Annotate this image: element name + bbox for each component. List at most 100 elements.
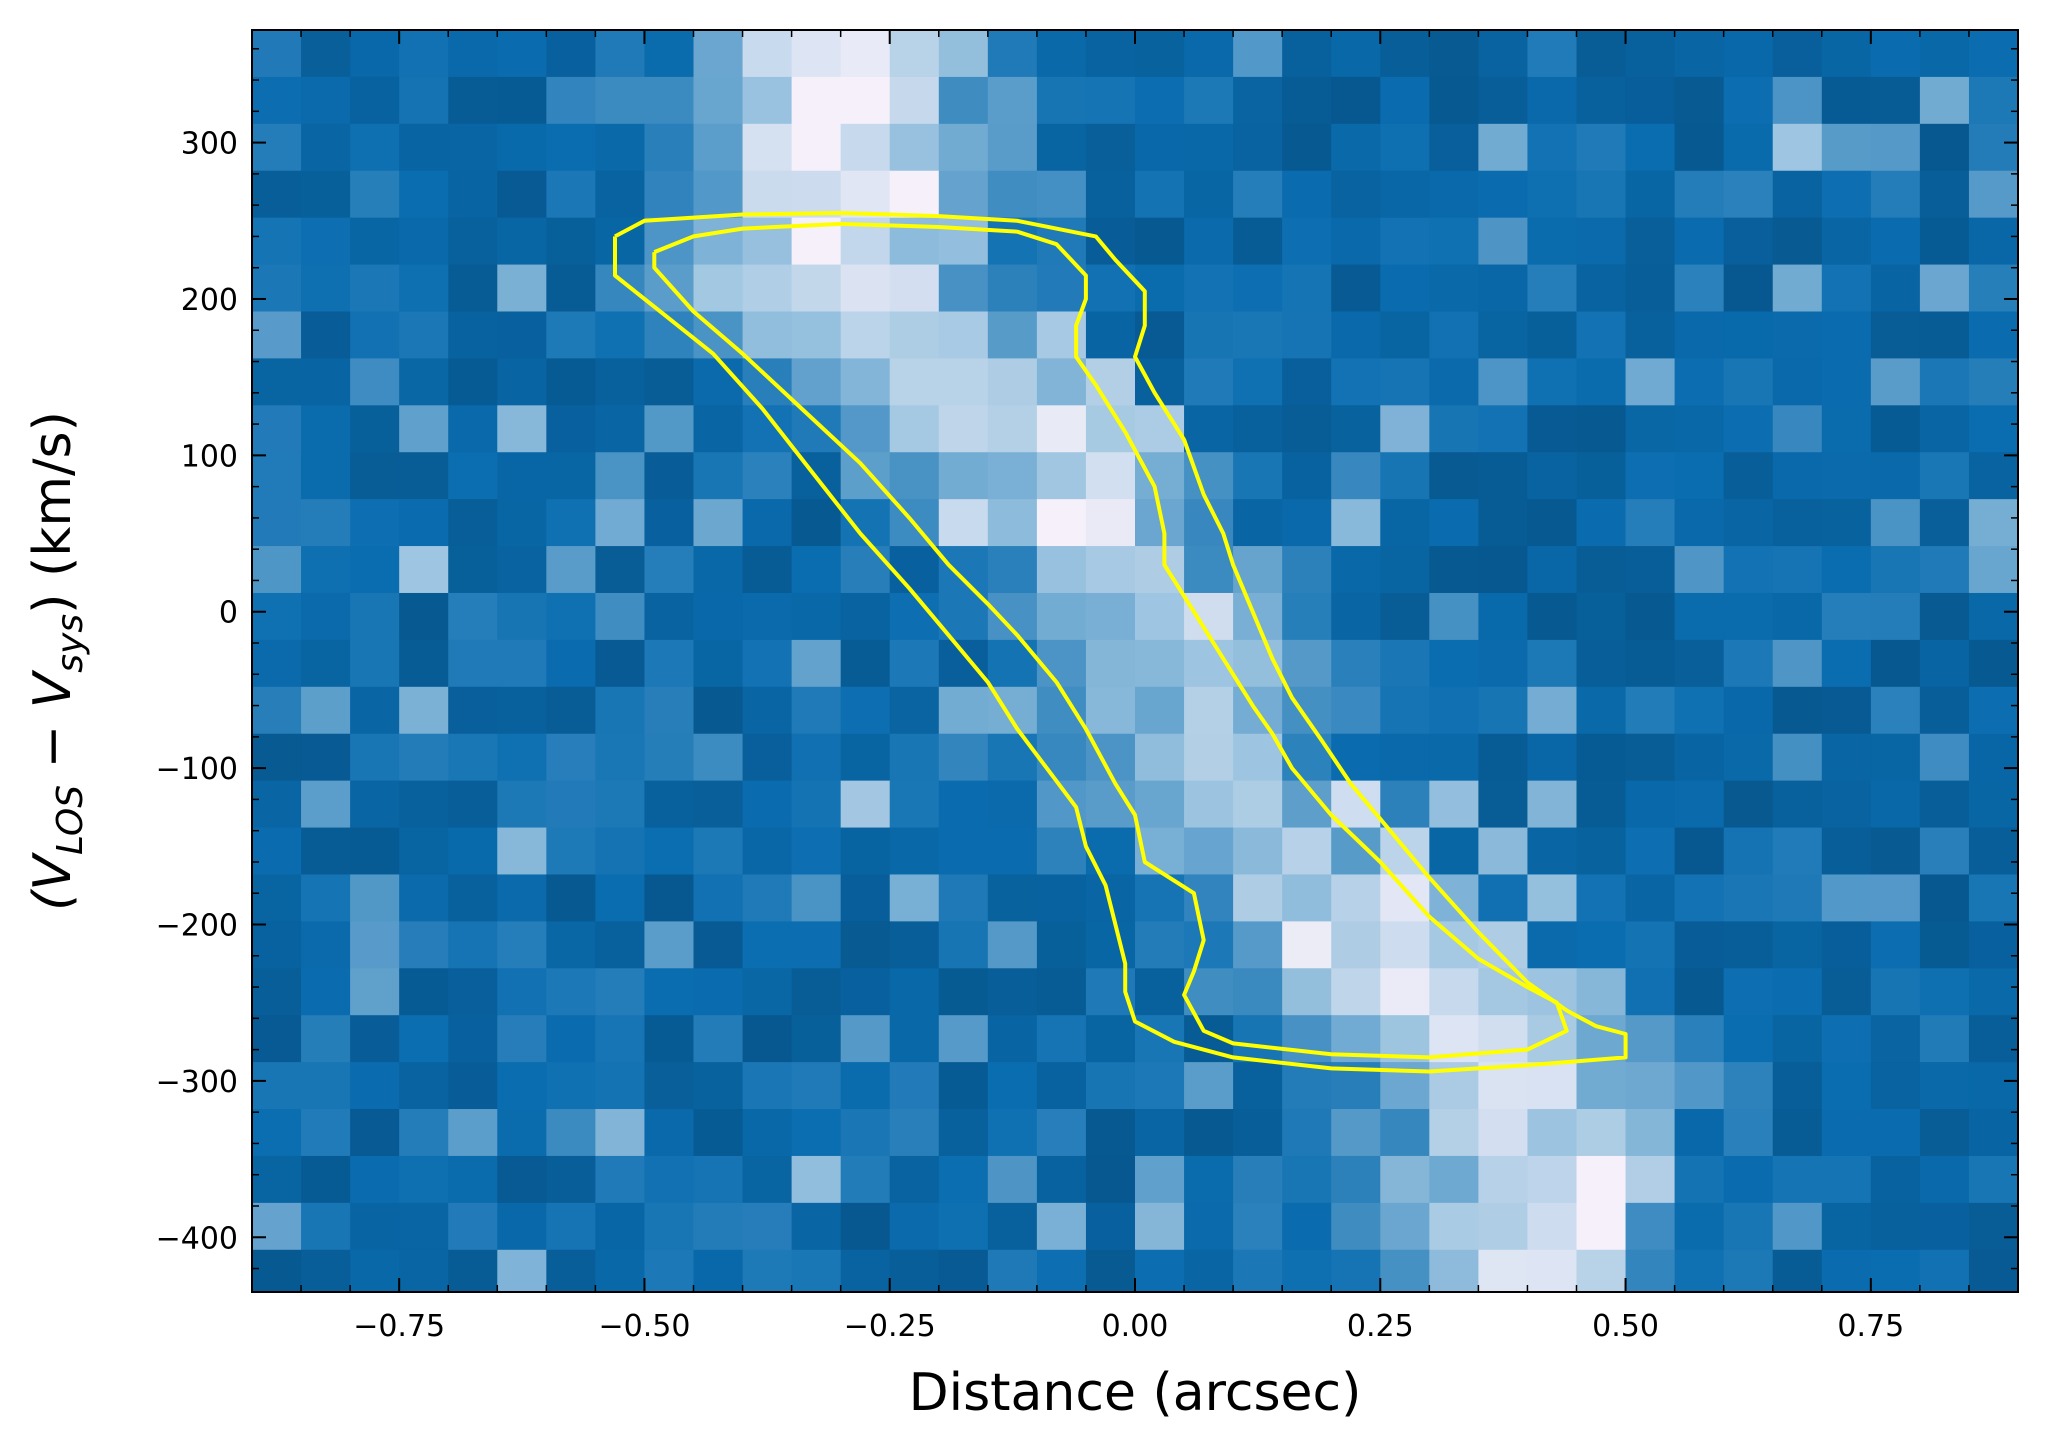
heatmap-cell xyxy=(791,780,842,829)
heatmap-cell xyxy=(1036,592,1087,641)
heatmap-cell xyxy=(399,452,449,500)
heatmap-cell xyxy=(1625,76,1676,125)
heatmap-cell xyxy=(1968,123,2019,172)
heatmap-cell xyxy=(1527,30,1578,78)
heatmap-cell xyxy=(1625,827,1676,876)
heatmap-cell xyxy=(1135,1202,1185,1251)
heatmap-cell xyxy=(546,1062,596,1110)
heatmap-cell xyxy=(840,30,891,78)
heatmap-cell xyxy=(595,311,646,359)
heatmap-cell xyxy=(546,1015,596,1063)
heatmap-cell xyxy=(1135,921,1185,969)
heatmap-cell xyxy=(742,686,793,735)
heatmap-cell xyxy=(938,1015,989,1063)
heatmap-cell xyxy=(399,592,449,641)
heatmap-cell xyxy=(889,1202,940,1251)
heatmap-cell xyxy=(1036,1249,1087,1293)
heatmap-cell xyxy=(1184,1062,1234,1110)
heatmap-cell xyxy=(889,733,940,782)
heatmap-cell xyxy=(644,921,695,969)
heatmap-cell xyxy=(1870,217,1921,266)
heatmap-cell xyxy=(301,217,351,266)
heatmap-cell xyxy=(595,733,646,782)
heatmap-cell xyxy=(1870,76,1921,125)
heatmap-cell xyxy=(1625,639,1676,688)
heatmap-cell xyxy=(1968,1109,2019,1157)
heatmap-cell xyxy=(350,686,400,735)
heatmap-cell xyxy=(1085,546,1136,594)
heatmap-cell xyxy=(1870,639,1921,688)
heatmap-cell xyxy=(1625,686,1676,735)
heatmap-cell xyxy=(1085,499,1136,547)
heatmap-cell xyxy=(1478,733,1529,782)
heatmap-cell xyxy=(1527,499,1578,547)
heatmap-cell xyxy=(791,1062,842,1110)
heatmap-cell xyxy=(644,170,695,219)
heatmap-cell xyxy=(742,546,793,594)
heatmap-cell xyxy=(1036,686,1087,735)
heatmap-cell xyxy=(1919,1015,1970,1063)
heatmap-cell xyxy=(1184,827,1234,876)
heatmap-cell xyxy=(742,1109,793,1157)
heatmap-cell xyxy=(644,546,695,594)
heatmap-cell xyxy=(399,405,449,453)
heatmap-cell xyxy=(497,405,547,453)
heatmap-cell xyxy=(1036,170,1087,219)
heatmap-cell xyxy=(448,1249,498,1293)
heatmap-cell xyxy=(1036,1015,1087,1063)
heatmap-cell xyxy=(938,358,989,406)
heatmap-cell xyxy=(1380,264,1430,313)
heatmap-cell xyxy=(840,874,891,922)
heatmap-cell xyxy=(448,1109,498,1157)
heatmap-cell xyxy=(1772,639,1823,688)
heatmap-cell xyxy=(889,264,940,313)
heatmap-cell xyxy=(1576,311,1627,359)
heatmap-cell xyxy=(1919,217,1970,266)
heatmap-cell xyxy=(742,452,793,500)
heatmap-cell xyxy=(742,311,793,359)
heatmap-cell xyxy=(693,686,744,735)
heatmap-cell xyxy=(1527,170,1578,219)
heatmap-cell xyxy=(938,264,989,313)
heatmap-cell xyxy=(644,1062,695,1110)
heatmap-cell xyxy=(1429,452,1479,500)
heatmap-cell xyxy=(742,264,793,313)
heatmap-cell xyxy=(742,123,793,172)
heatmap-cell xyxy=(546,921,596,969)
heatmap-cell xyxy=(252,968,302,1016)
heatmap-cell xyxy=(1625,874,1676,922)
heatmap-cell xyxy=(1576,1155,1627,1204)
heatmap-cell xyxy=(889,827,940,876)
heatmap-cell xyxy=(791,170,842,219)
heatmap-cell xyxy=(448,686,498,735)
heatmap-cell xyxy=(1625,499,1676,547)
heatmap-cell xyxy=(497,592,547,641)
heatmap-cell xyxy=(1429,358,1479,406)
heatmap-cell xyxy=(889,639,940,688)
heatmap-cell xyxy=(1233,499,1283,547)
heatmap-cell xyxy=(742,921,793,969)
heatmap-cell xyxy=(791,76,842,125)
heatmap-cell xyxy=(1282,217,1332,266)
heatmap-cell xyxy=(644,874,695,922)
heatmap-cell xyxy=(1723,827,1774,876)
heatmap-cell xyxy=(1036,874,1087,922)
heatmap-cell xyxy=(350,311,400,359)
heatmap-cell xyxy=(1870,123,1921,172)
heatmap-cell xyxy=(693,405,744,453)
heatmap-cell xyxy=(497,1109,547,1157)
heatmap-cell xyxy=(1184,358,1234,406)
heatmap-cell xyxy=(1919,1202,1970,1251)
heatmap-cell xyxy=(644,1202,695,1251)
heatmap-cell xyxy=(301,499,351,547)
heatmap-cell xyxy=(350,639,400,688)
heatmap-cell xyxy=(1085,1155,1136,1204)
heatmap-cell xyxy=(399,874,449,922)
heatmap-cell xyxy=(1478,452,1529,500)
heatmap-cell xyxy=(693,1202,744,1251)
heatmap-cell xyxy=(350,123,400,172)
heatmap-cell xyxy=(1674,1202,1725,1251)
heatmap-cell xyxy=(938,639,989,688)
heatmap-cell xyxy=(1527,405,1578,453)
